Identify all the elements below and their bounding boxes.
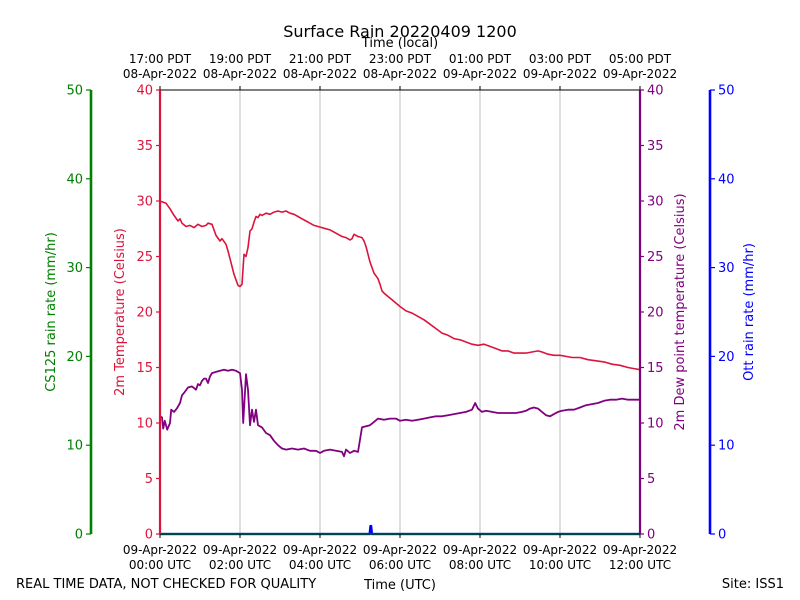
cs125-tick-label: 0 — [75, 528, 83, 543]
x-utc-tick-time: 06:00 UTC — [369, 558, 431, 572]
x-local-tick-time: 03:00 PDT — [529, 52, 592, 66]
series-temperature-line — [159, 200, 641, 371]
axes-layer: 0 5 10 15 20 25 30 35 40 2m Temperature (Celsius)… — [44, 84, 757, 543]
x-axis-label: Time (UTC) — [363, 578, 436, 593]
x-local-tick-date: 08-Apr-2022 — [283, 67, 357, 81]
chart-title: Surface Rain 20220409 1200 — [283, 22, 517, 41]
temperature-tick-label: 5 — [145, 472, 153, 487]
ott-tick-label: 0 — [718, 528, 726, 543]
x-local-tick-time: 23:00 PDT — [369, 52, 432, 66]
cs125-axis-label: CS125 rain rate (mm/hr) — [44, 232, 59, 392]
dewpoint-tick-label: 30 — [647, 195, 664, 210]
temperature-tick-label: 10 — [136, 417, 153, 432]
cs125-tick-label: 20 — [66, 350, 83, 365]
ott-tick-label: 30 — [718, 261, 735, 276]
dewpoint-tick-label: 35 — [647, 139, 664, 154]
x-local-tick-date: 09-Apr-2022 — [603, 67, 677, 81]
temperature-tick-label: 20 — [136, 306, 153, 321]
x-utc-tick-date: 09-Apr-2022 — [443, 543, 517, 557]
cs125-tick-label: 40 — [66, 172, 83, 187]
x-local-tick-time: 21:00 PDT — [289, 52, 352, 66]
dewpoint-tick-label: 20 — [647, 306, 664, 321]
ott-tick-label: 40 — [718, 172, 735, 187]
x-utc-tick-date: 09-Apr-2022 — [123, 543, 197, 557]
dewpoint-tick-label: 0 — [647, 528, 655, 543]
x-local-tick-time: 19:00 PDT — [209, 52, 272, 66]
cs125-tick-label: 30 — [66, 261, 83, 276]
x-utc-tick-date: 09-Apr-2022 — [203, 543, 277, 557]
x-utc-tick-date: 09-Apr-2022 — [363, 543, 437, 557]
x-utc-tick-time: 12:00 UTC — [609, 558, 671, 572]
x-utc-tick-date: 09-Apr-2022 — [603, 543, 677, 557]
dewpoint-axis-label: 2m Dew point temperature (Celsius) — [673, 193, 688, 430]
site-label: Site: ISS1 — [722, 577, 784, 592]
grid-lines — [239, 90, 561, 534]
temperature-tick-label: 35 — [136, 139, 153, 154]
x-utc-tick-time: 02:00 UTC — [209, 558, 271, 572]
x-utc-tick-time: 04:00 UTC — [289, 558, 351, 572]
top-axis-label: Time (local) — [361, 36, 438, 51]
cs125-tick-label: 50 — [66, 84, 83, 99]
temperature-tick-label: 40 — [136, 84, 153, 99]
temperature-tick-label: 30 — [136, 195, 153, 210]
temperature-tick-label: 0 — [145, 528, 153, 543]
x-local-tick-time: 05:00 PDT — [609, 52, 672, 66]
dewpoint-tick-label: 25 — [647, 250, 664, 265]
ott-axis-label: Ott rain rate (mm/hr) — [742, 243, 757, 381]
dewpoint-tick-label: 5 — [647, 472, 655, 487]
x-local-tick-time: 17:00 PDT — [129, 52, 192, 66]
ott-tick-label: 50 — [718, 84, 735, 99]
temperature-tick-label: 25 — [136, 250, 153, 265]
x-local-tick-date: 08-Apr-2022 — [203, 67, 277, 81]
dewpoint-tick-label: 15 — [647, 361, 664, 376]
x-utc-tick-time: 10:00 UTC — [529, 558, 591, 572]
x-local-tick-time: 01:00 PDT — [449, 52, 512, 66]
x-utc-tick-time: 08:00 UTC — [449, 558, 511, 572]
x-utc-tick-date: 09-Apr-2022 — [283, 543, 357, 557]
x-utc-tick-time: 00:00 UTC — [129, 558, 191, 572]
x-utc-tick-date: 09-Apr-2022 — [523, 543, 597, 557]
ott-tick-label: 20 — [718, 350, 735, 365]
cs125-tick-label: 10 — [66, 439, 83, 454]
temperature-tick-label: 15 — [136, 361, 153, 376]
dewpoint-tick-label: 40 — [647, 84, 664, 99]
x-local-tick-date: 08-Apr-2022 — [363, 67, 437, 81]
x-local-tick-date: 08-Apr-2022 — [123, 67, 197, 81]
dewpoint-tick-label: 10 — [647, 417, 664, 432]
series-dewpoint-line — [159, 368, 640, 458]
x-local-tick-date: 09-Apr-2022 — [523, 67, 597, 81]
temperature-axis-label: 2m Temperature (Celsius) — [113, 228, 128, 396]
x-local-tick-date: 09-Apr-2022 — [443, 67, 517, 81]
ott-tick-label: 10 — [718, 439, 735, 454]
quality-disclaimer: REAL TIME DATA, NOT CHECKED FOR QUALITY — [16, 577, 316, 592]
